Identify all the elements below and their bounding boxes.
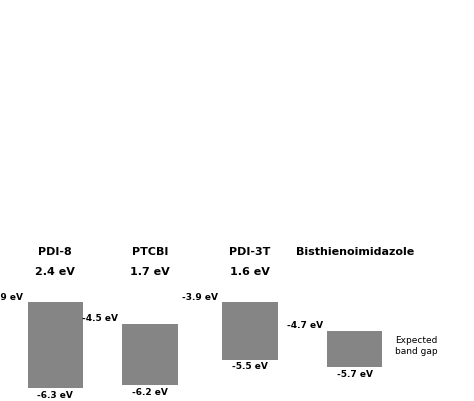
Bar (328, 331, 383, 367)
Text: -4.5 eV: -4.5 eV (82, 313, 118, 322)
Text: Expected
band gap: Expected band gap (395, 336, 438, 355)
Text: -6.3 eV: -6.3 eV (37, 390, 73, 399)
Text: PDI-3T: PDI-3T (229, 247, 271, 257)
Text: -4.7 eV: -4.7 eV (287, 320, 323, 330)
Text: -6.2 eV: -6.2 eV (132, 387, 168, 396)
Text: PDI-8: PDI-8 (38, 247, 72, 257)
Text: -5.5 eV: -5.5 eV (232, 361, 268, 371)
Text: -3.9 eV: -3.9 eV (0, 292, 24, 301)
Text: 1.7 eV: 1.7 eV (130, 267, 170, 277)
Text: PTCBI: PTCBI (132, 247, 168, 257)
Text: 1.6 eV: 1.6 eV (230, 267, 270, 277)
Text: 2.4 eV: 2.4 eV (35, 267, 75, 277)
Text: Bisthienoimidazole: Bisthienoimidazole (296, 247, 414, 257)
Text: -3.9 eV: -3.9 eV (182, 292, 219, 301)
Text: -5.7 eV: -5.7 eV (337, 369, 373, 378)
Bar (222, 302, 277, 360)
Bar (122, 324, 177, 385)
Bar (27, 302, 82, 389)
